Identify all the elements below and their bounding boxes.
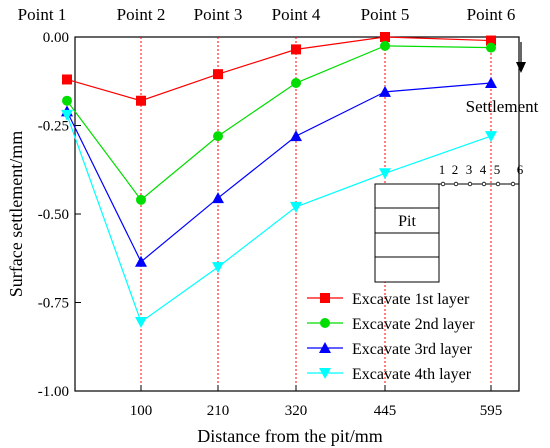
data-point [380, 40, 390, 51]
inset-point-marker [481, 181, 487, 187]
point-label: Point 1 [18, 5, 67, 24]
y-axis-ticks: 0.00 -0.25 -0.50 -0.75 -1.00 [38, 30, 81, 400]
series-line [66, 45, 492, 201]
data-point [212, 192, 224, 204]
data-point [320, 293, 330, 303]
point-label: Point 4 [272, 5, 321, 24]
inset-point-number: 1 [439, 162, 446, 177]
series-line [66, 114, 492, 323]
data-point [135, 316, 147, 328]
y-axis-label: Surface settlement/mm [6, 131, 26, 297]
legend-label: Excavate 1st layer [352, 291, 470, 308]
inset-point-number: 6 [517, 162, 524, 177]
data-point [379, 168, 391, 180]
data-point [136, 194, 146, 205]
plot-frame [74, 36, 520, 392]
y-tick-label: -0.75 [38, 296, 69, 312]
settlement-label: Settlement [466, 97, 539, 116]
point-label: Point 2 [117, 5, 166, 24]
data-point [319, 342, 331, 353]
data-point [486, 42, 496, 53]
settlement-annotation: Settlement [466, 42, 539, 116]
settlement-arrow-head [516, 62, 526, 73]
x-tick-label: 100 [130, 403, 153, 419]
inset-point-number: 5 [494, 162, 501, 177]
data-point [291, 44, 301, 55]
series-line [66, 36, 492, 102]
point-label: Point 6 [467, 5, 516, 24]
data-point [486, 35, 496, 46]
point-labels: Point 1 Point 2 Point 3 Point 4 Point 5 Point… [18, 5, 516, 24]
data-point [212, 262, 224, 274]
legend: Excavate 1st layer Excavate 2nd layer Exca… [307, 291, 475, 383]
y-tick-label: -0.50 [38, 207, 69, 223]
y-tick-label: -1.00 [38, 384, 69, 400]
data-point [290, 130, 302, 142]
inset-point-marker [453, 181, 459, 187]
data-point [380, 32, 390, 42]
data-point [213, 69, 223, 80]
data-point [320, 318, 330, 328]
x-tick-label: 595 [480, 403, 503, 419]
inset-point-number: 2 [452, 162, 459, 177]
data-point [290, 201, 302, 213]
data-point [213, 131, 223, 142]
inset-point-marker [510, 181, 516, 187]
series-layer [61, 32, 497, 328]
y-tick-label: 0.00 [43, 30, 69, 46]
legend-label: Excavate 2nd layer [352, 316, 475, 333]
data-point [485, 77, 497, 89]
legend-label: Excavate 4th layer [352, 366, 472, 383]
y-tick-label: -0.25 [38, 119, 69, 135]
point-label: Point 5 [361, 5, 410, 24]
data-point [136, 95, 146, 106]
x-tick-label: 320 [285, 403, 308, 419]
data-point [135, 255, 147, 267]
x-axis-ticks: 100 210 320 445 595 [130, 385, 503, 419]
x-axis-label: Distance from the pit/mm [197, 426, 382, 446]
data-point [319, 368, 331, 379]
x-tick-label: 210 [207, 403, 230, 419]
data-point [291, 78, 301, 89]
point-label: Point 3 [194, 5, 243, 24]
legend-label: Excavate 3rd layer [352, 341, 473, 358]
inset-pit-label: Pit [398, 213, 416, 230]
data-point [61, 109, 73, 121]
series-line [66, 82, 492, 263]
data-point [485, 131, 497, 143]
inset-point-number: 3 [466, 162, 473, 177]
x-tick-label: 445 [374, 403, 397, 419]
inset-point-marker [467, 181, 473, 187]
data-point [379, 85, 391, 97]
inset-point-marker [440, 181, 446, 187]
data-point [62, 95, 72, 106]
inset-point-number: 4 [480, 162, 487, 177]
data-point [62, 74, 72, 85]
inset-point-marker [495, 181, 501, 187]
